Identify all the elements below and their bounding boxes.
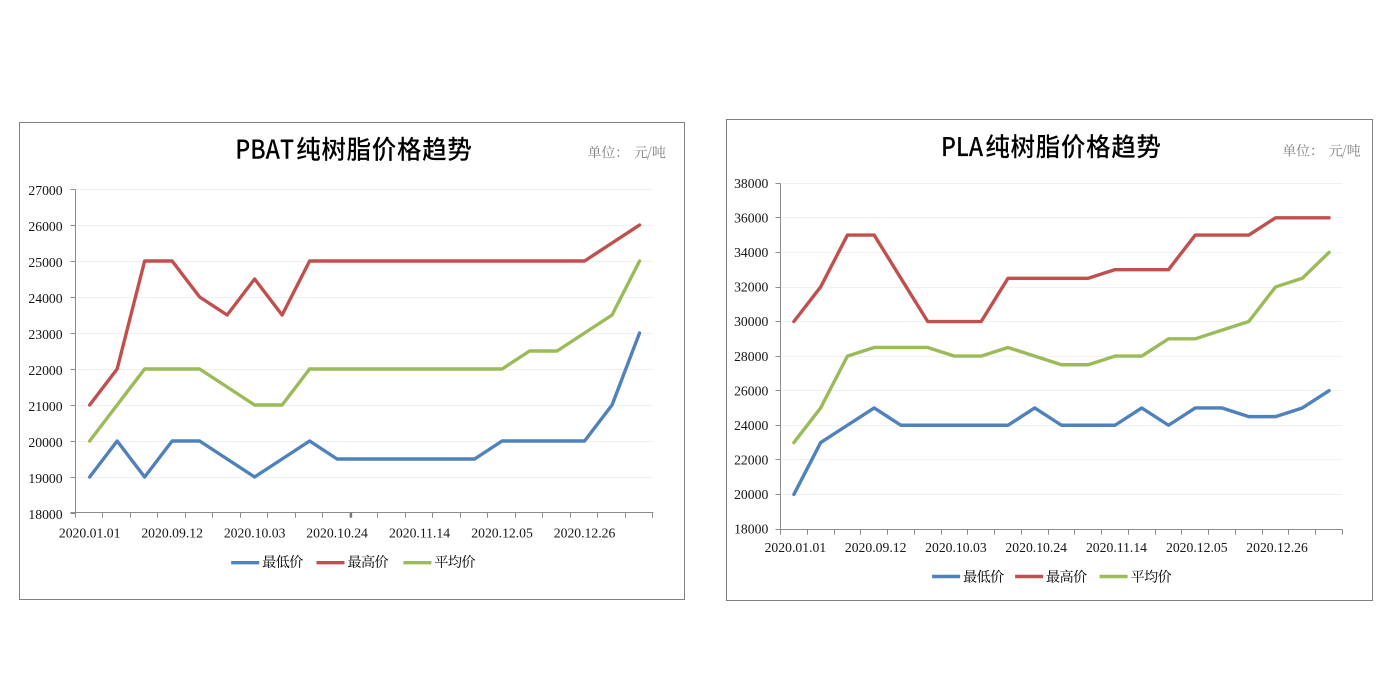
svg-text:2020.09.12: 2020.09.12 [845, 540, 907, 555]
svg-text:26000: 26000 [734, 383, 768, 398]
svg-text:2020.11.14: 2020.11.14 [1086, 540, 1147, 555]
svg-text:22000: 22000 [734, 453, 768, 468]
svg-text:2020.12.05: 2020.12.05 [471, 525, 533, 540]
svg-text:2020.12.05: 2020.12.05 [1166, 540, 1228, 555]
svg-text:28000: 28000 [734, 349, 768, 364]
svg-text:32000: 32000 [734, 280, 768, 295]
svg-text:24000: 24000 [734, 418, 768, 433]
svg-text:23000: 23000 [28, 327, 62, 342]
svg-text:2020.10.03: 2020.10.03 [224, 525, 286, 540]
svg-text:30000: 30000 [734, 314, 768, 329]
svg-text:2020.10.03: 2020.10.03 [925, 540, 987, 555]
svg-text:26000: 26000 [28, 219, 62, 234]
svg-text:2020.01.01: 2020.01.01 [59, 525, 121, 540]
svg-text:2020.01.01: 2020.01.01 [765, 540, 827, 555]
svg-text:38000: 38000 [734, 176, 768, 191]
svg-text:27000: 27000 [28, 183, 62, 198]
svg-text:18000: 18000 [28, 507, 62, 522]
svg-text:25000: 25000 [28, 255, 62, 270]
svg-text:19000: 19000 [28, 471, 62, 486]
svg-text:34000: 34000 [734, 245, 768, 260]
svg-text:36000: 36000 [734, 210, 768, 225]
svg-text:22000: 22000 [28, 363, 62, 378]
svg-text:2020.10.24: 2020.10.24 [306, 525, 368, 540]
svg-text:21000: 21000 [28, 399, 62, 414]
svg-text:20000: 20000 [734, 487, 768, 502]
svg-text:2020.12.26: 2020.12.26 [1246, 540, 1308, 555]
svg-text:2020.12.26: 2020.12.26 [554, 525, 616, 540]
svg-text:2020.10.24: 2020.10.24 [1005, 540, 1067, 555]
svg-text:24000: 24000 [28, 291, 62, 306]
svg-text:18000: 18000 [734, 522, 768, 537]
svg-text:2020.11.14: 2020.11.14 [389, 525, 450, 540]
svg-text:20000: 20000 [28, 435, 62, 450]
svg-text:2020.09.12: 2020.09.12 [141, 525, 203, 540]
